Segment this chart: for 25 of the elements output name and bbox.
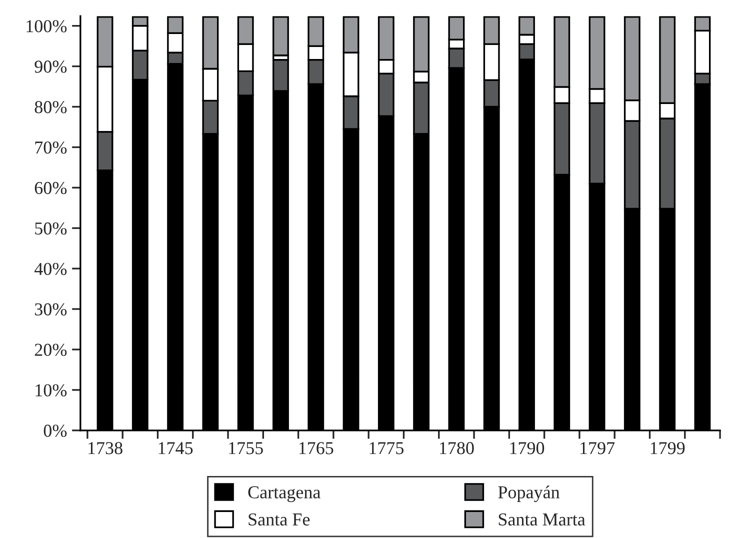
y-tick-label: 0% — [44, 424, 67, 437]
legend-label: Santa Marta — [498, 513, 586, 526]
bar — [272, 16, 289, 56]
y-tick-label: 90% — [34, 60, 67, 73]
legend-label: Cartagena — [248, 486, 320, 502]
legend-label: Santa Fe — [248, 513, 310, 526]
legend-label: Popayán — [498, 486, 560, 502]
x-tick-label: 1799 — [650, 442, 685, 454]
y-tick-label: 70% — [35, 141, 67, 154]
y-tick-label: 80% — [34, 101, 67, 114]
y-tick-label: 20% — [34, 344, 67, 356]
y-tick-label: 60% — [34, 182, 67, 194]
y-tick-label: 100% — [26, 20, 67, 32]
x-tick-label: 1755 — [229, 442, 263, 454]
x-tick-label: 1738 — [88, 442, 122, 454]
x-tick-label: 1745 — [158, 442, 193, 454]
x-tick-label: 1780 — [440, 442, 474, 454]
x-tick-label: 1775 — [370, 442, 404, 454]
y-tick-label: 10% — [36, 384, 67, 396]
x-tick-label: 1765 — [299, 442, 334, 454]
x-tick-label: 1797 — [580, 442, 615, 454]
y-tick-label: 50% — [35, 222, 67, 235]
y-tick-label: 30% — [34, 303, 67, 316]
y-tick-label: 40% — [34, 262, 67, 276]
x-tick-label: 1790 — [510, 442, 544, 454]
